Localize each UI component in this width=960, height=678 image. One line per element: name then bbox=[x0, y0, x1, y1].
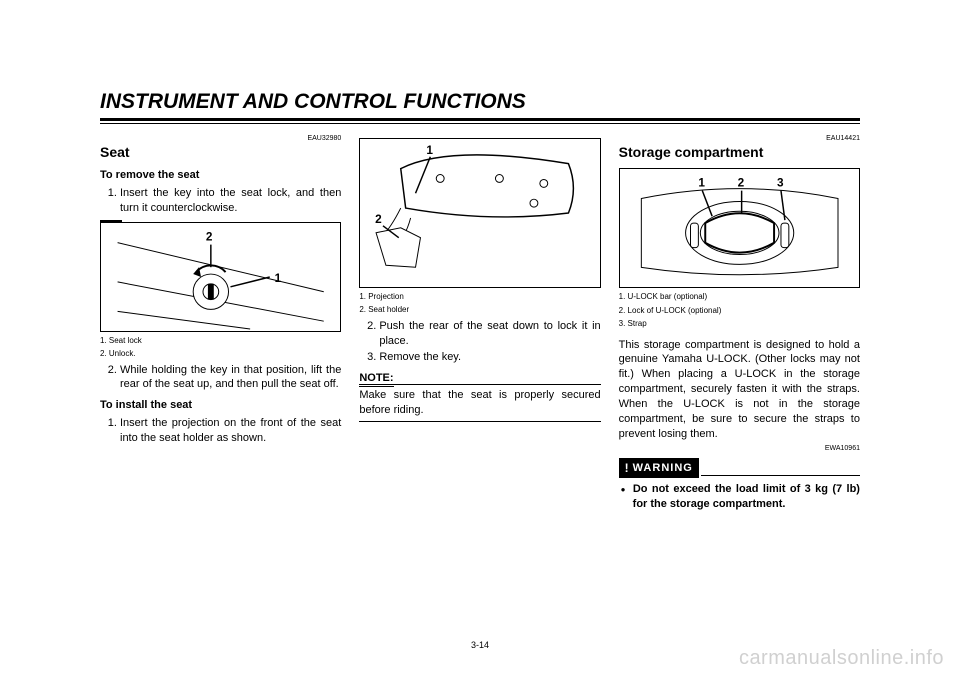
column-2: 1 2 1. Projection 2. Seat holder Push th… bbox=[359, 134, 600, 516]
ref-code-3: EAU14421 bbox=[619, 134, 860, 143]
note-block: NOTE: bbox=[359, 371, 600, 385]
fig3-cap3: 3. Strap bbox=[619, 319, 860, 329]
storage-figure: 1 2 3 bbox=[619, 168, 860, 288]
install-seat-steps: Insert the projection on the front of th… bbox=[100, 416, 341, 446]
page-title: INSTRUMENT AND CONTROL FUNCTIONS bbox=[100, 90, 860, 121]
remove-seat-steps-2: While holding the key in that position, … bbox=[100, 363, 341, 393]
column-3: EAU14421 Storage compartment 1 2 3 bbox=[619, 134, 860, 516]
warning-bullet-1: Do not exceed the load limit of 3 kg (7 … bbox=[633, 482, 860, 512]
manual-page: INSTRUMENT AND CONTROL FUNCTIONS 3 EAU32… bbox=[0, 0, 960, 678]
fig-label-1: 1 bbox=[275, 272, 282, 285]
storage-body: This storage compartment is designed to … bbox=[619, 338, 860, 442]
fig1-cap2: 2. Unlock. bbox=[100, 349, 341, 359]
fig3-label-1: 1 bbox=[698, 176, 705, 190]
remove-step-1: Insert the key into the seat lock, and t… bbox=[120, 186, 341, 216]
fig3-cap2: 2. Lock of U-LOCK (optional) bbox=[619, 306, 860, 316]
fig3-label-2: 2 bbox=[737, 176, 744, 190]
fig-label-2: 2 bbox=[206, 231, 213, 244]
install-step-3: Remove the key. bbox=[379, 350, 600, 365]
warning-label: WARNING bbox=[633, 461, 693, 476]
warning-row: ! WARNING bbox=[619, 454, 860, 478]
warning-badge: ! WARNING bbox=[619, 458, 699, 478]
seat-lock-figure: 1 2 bbox=[100, 222, 341, 332]
note-label: NOTE: bbox=[359, 371, 393, 387]
warn-code: EWA10961 bbox=[619, 444, 860, 453]
fig3-cap1: 1. U-LOCK bar (optional) bbox=[619, 292, 860, 302]
install-seat-steps-2: Push the rear of the seat down to lock i… bbox=[359, 319, 600, 366]
storage-svg: 1 2 3 bbox=[620, 169, 859, 287]
note-body: Make sure that the seat is properly secu… bbox=[359, 388, 600, 418]
fig2-label-2: 2 bbox=[375, 212, 382, 226]
storage-title: Storage compartment bbox=[619, 143, 860, 162]
content-columns: EAU32980 Seat To remove the seat Insert … bbox=[100, 134, 860, 516]
install-step-2: Push the rear of the seat down to lock i… bbox=[379, 319, 600, 349]
fig2-label-1: 1 bbox=[427, 143, 434, 157]
install-seat-heading: To install the seat bbox=[100, 398, 341, 413]
warning-icon: ! bbox=[625, 460, 629, 476]
seat-title: Seat bbox=[100, 143, 341, 162]
column-1: EAU32980 Seat To remove the seat Insert … bbox=[100, 134, 341, 516]
fig2-cap1: 1. Projection bbox=[359, 292, 600, 302]
seat-lock-svg: 1 2 bbox=[101, 223, 340, 331]
note-end-rule bbox=[359, 421, 600, 422]
ref-code: EAU32980 bbox=[100, 134, 341, 143]
seat-holder-figure: 1 2 bbox=[359, 138, 600, 288]
seat-holder-svg: 1 2 bbox=[360, 139, 599, 287]
page-number: 3-14 bbox=[471, 640, 489, 650]
fig1-cap1: 1. Seat lock bbox=[100, 336, 341, 346]
remove-seat-heading: To remove the seat bbox=[100, 168, 341, 183]
header-rule bbox=[100, 123, 860, 124]
remove-seat-steps: Insert the key into the seat lock, and t… bbox=[100, 186, 341, 216]
remove-step-2: While holding the key in that position, … bbox=[120, 363, 341, 393]
fig3-label-3: 3 bbox=[777, 176, 784, 190]
fig2-cap2: 2. Seat holder bbox=[359, 305, 600, 315]
install-step-1: Insert the projection on the front of th… bbox=[120, 416, 341, 446]
warning-bullets: Do not exceed the load limit of 3 kg (7 … bbox=[619, 482, 860, 512]
watermark: carmanualsonline.info bbox=[739, 647, 944, 670]
